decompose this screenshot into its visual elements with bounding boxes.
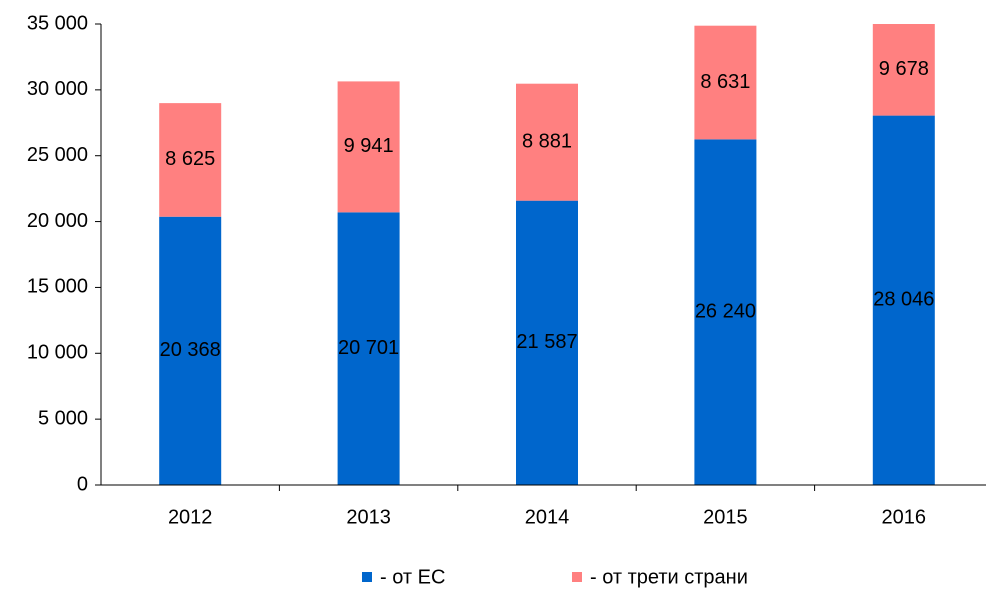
data-label: 21 587 [516, 331, 577, 353]
y-tick-label: 10 000 [27, 342, 88, 364]
x-tick-label: 2016 [882, 506, 927, 528]
bar-segment [872, 115, 935, 485]
data-label: 28 046 [873, 289, 934, 311]
x-tick-label: 2014 [525, 506, 570, 528]
legend-swatch [572, 572, 582, 582]
plot-area [159, 24, 935, 485]
x-tick-label: 2015 [703, 506, 748, 528]
bar-segment [694, 25, 757, 140]
y-tick-label: 30 000 [27, 78, 88, 100]
legend-label: - от ЕС [380, 566, 445, 588]
x-tick-label: 2013 [346, 506, 391, 528]
data-label: 20 368 [160, 339, 221, 361]
y-tick-label: 5 000 [38, 407, 88, 429]
bar-segment [516, 83, 578, 201]
y-tick-label: 0 [77, 473, 88, 495]
bar-segment [694, 139, 757, 485]
data-label: 20 701 [338, 337, 399, 359]
bar-segment [337, 81, 400, 213]
legend-swatch [362, 572, 372, 582]
y-tick-label: 15 000 [27, 276, 88, 298]
x-tick-label: 2012 [168, 506, 213, 528]
y-tick-label: 20 000 [27, 210, 88, 232]
data-label: 9 941 [344, 135, 394, 157]
y-tick-label: 35 000 [27, 12, 88, 34]
bar-segment [872, 24, 935, 116]
bar-segment [337, 212, 400, 485]
bar-segment [159, 216, 222, 485]
data-label: 8 631 [700, 71, 750, 93]
bar-segment [516, 200, 578, 485]
data-label: 9 678 [879, 58, 929, 80]
legend-label: - от трети страни [590, 566, 748, 588]
data-label: 26 240 [695, 300, 756, 322]
data-label: 8 881 [522, 130, 572, 152]
data-label: 8 625 [165, 148, 215, 170]
y-tick-label: 25 000 [27, 144, 88, 166]
bar-segment [159, 103, 222, 217]
